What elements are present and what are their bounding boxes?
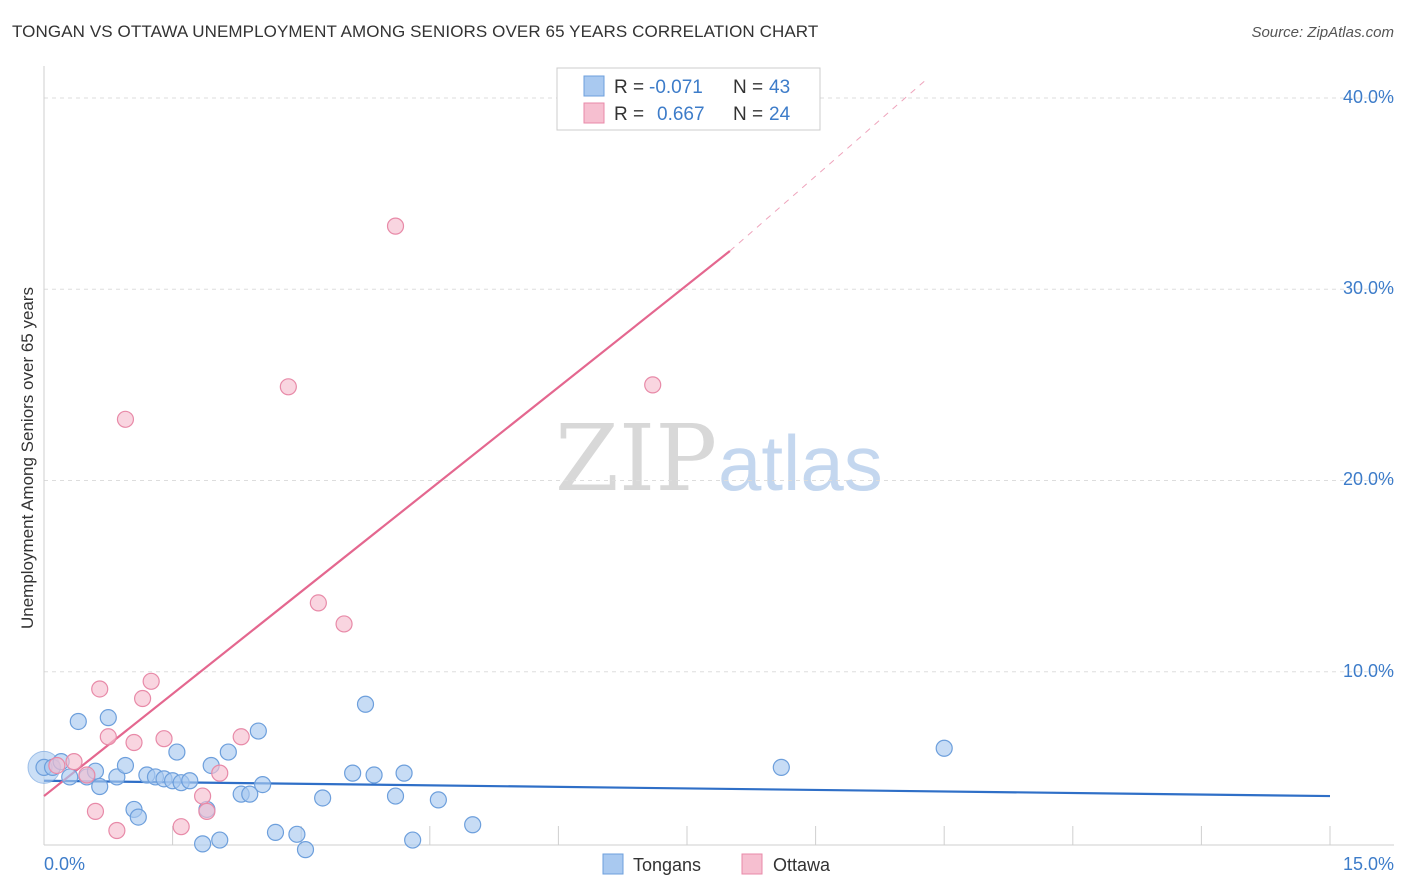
point-tongans xyxy=(344,764,362,782)
point-ottawa xyxy=(116,410,135,428)
point-ottawa xyxy=(65,753,83,771)
point-ottawa xyxy=(172,818,190,836)
point-ottawa xyxy=(108,821,126,840)
y-tick-label-30: 30.0% xyxy=(1343,278,1394,298)
stats-n-value-tongans: 43 xyxy=(769,77,790,98)
y-axis-label: Unemployment Among Seniors over 65 years xyxy=(18,287,37,629)
point-ottawa xyxy=(155,730,173,748)
point-tongans xyxy=(464,816,482,834)
point-ottawa xyxy=(99,728,117,746)
stats-n-value-ottawa: 24 xyxy=(769,104,791,125)
point-tongans xyxy=(429,791,447,809)
point-tongans xyxy=(108,768,126,786)
point-ottawa xyxy=(309,594,327,612)
point-tongans xyxy=(91,777,109,796)
stats-r-label-ottawa: R = xyxy=(614,104,644,125)
axes xyxy=(43,66,1394,846)
stats-swatch-ottawa xyxy=(583,102,605,124)
point-tongans xyxy=(935,739,953,757)
legend-swatch-ottawa xyxy=(741,853,763,875)
point-ottawa xyxy=(86,802,105,820)
point-tongans xyxy=(194,835,212,853)
chart-title: TONGAN VS OTTAWA UNEMPLOYMENT AMONG SENI… xyxy=(12,22,819,41)
point-tongans xyxy=(314,789,332,807)
point-tongans xyxy=(61,768,79,786)
y-tick-label-10: 10.0% xyxy=(1343,661,1394,681)
point-tongans xyxy=(254,775,272,794)
point-ottawa xyxy=(232,728,250,746)
point-ottawa xyxy=(48,756,66,775)
y-tick-label-40: 40.0% xyxy=(1343,87,1394,107)
x-tick-label-min: 0.0% xyxy=(44,854,85,874)
stats-r-label-tongans: R = xyxy=(614,77,644,98)
point-tongans xyxy=(296,841,315,859)
point-ottawa xyxy=(133,689,152,708)
point-ottawa xyxy=(386,217,405,235)
stats-r-value-ottawa: 0.667 xyxy=(657,104,705,125)
gridlines xyxy=(44,97,1394,673)
y-tick-label-20: 20.0% xyxy=(1343,469,1394,489)
point-ottawa xyxy=(91,680,109,698)
x-tick-label-max: 15.0% xyxy=(1343,854,1394,874)
point-tongans xyxy=(69,712,87,731)
trend-line-ottawa-extension xyxy=(729,78,928,252)
point-tongans xyxy=(266,823,285,842)
point-tongans xyxy=(249,722,267,740)
watermark-atlas: atlas xyxy=(718,419,883,507)
point-tongans xyxy=(386,787,405,805)
trend-line-ottawa xyxy=(43,250,731,797)
stats-n-label-ottawa: N = xyxy=(733,104,763,125)
point-tongans xyxy=(365,766,383,784)
data-points xyxy=(27,217,953,859)
point-ottawa xyxy=(198,802,216,820)
point-ottawa xyxy=(125,733,143,752)
point-ottawa xyxy=(194,787,212,805)
point-tongans xyxy=(181,772,199,790)
legend-label-ottawa: Ottawa xyxy=(773,855,831,875)
point-ottawa xyxy=(335,615,353,633)
legend-swatch-tongans xyxy=(602,853,624,875)
point-tongans xyxy=(116,756,135,775)
point-tongans xyxy=(99,709,117,727)
legend: Tongans Ottawa xyxy=(602,853,831,875)
point-tongans xyxy=(129,808,147,826)
point-ottawa xyxy=(279,378,297,396)
point-ottawa xyxy=(78,766,96,784)
point-tongans xyxy=(404,831,422,849)
point-tongans xyxy=(211,831,229,849)
point-tongans xyxy=(219,743,237,761)
stats-n-label-tongans: N = xyxy=(733,77,763,98)
watermark-zip: ZIP xyxy=(555,405,717,512)
point-ottawa xyxy=(211,764,229,782)
source-credit: Source: ZipAtlas.com xyxy=(1251,24,1394,41)
legend-label-tongans: Tongans xyxy=(633,855,701,875)
point-tongans xyxy=(288,825,306,843)
stats-swatch-tongans xyxy=(583,75,605,97)
point-ottawa xyxy=(644,376,662,394)
point-tongans xyxy=(241,785,259,803)
point-tongans xyxy=(168,743,186,761)
point-tongans xyxy=(395,764,413,782)
point-tongans xyxy=(772,758,790,776)
point-tongans xyxy=(356,695,375,713)
point-ottawa xyxy=(142,672,160,690)
stats-r-value-tongans: -0.071 xyxy=(649,77,703,98)
stats-box: R = -0.071 N = 43 R = 0.667 N = 24 xyxy=(556,67,821,131)
